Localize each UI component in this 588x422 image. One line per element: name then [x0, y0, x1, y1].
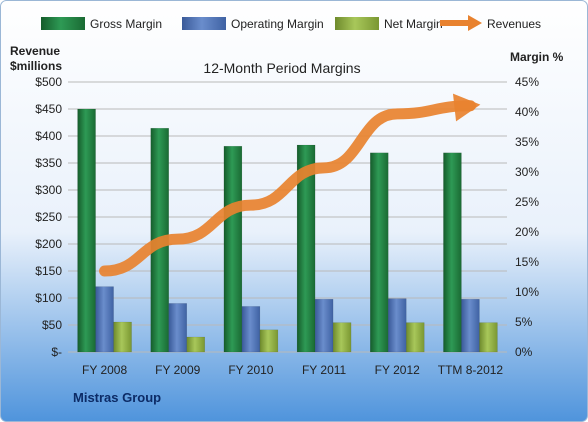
left-tick-label: $50	[42, 318, 62, 332]
left-axis-title-line1: Revenue	[10, 44, 60, 58]
bar-operating-margin	[95, 286, 114, 353]
left-tick-label: $350	[35, 156, 62, 170]
right-tick-label: 0%	[515, 345, 533, 359]
left-tick-label: $300	[35, 183, 62, 197]
right-tick-label: 40%	[515, 105, 539, 119]
legend: Gross Margin Operating Margin Net Margin…	[41, 15, 541, 31]
right-tick-label: 10%	[515, 285, 539, 299]
right-axis-ticks: 0% 5% 10% 15% 20% 25% 30% 35% 40% 45%	[515, 75, 539, 359]
legend-swatch-net-margin	[335, 17, 379, 30]
chart-title: 12-Month Period Margins	[203, 60, 360, 76]
x-tick-label: FY 2011	[302, 363, 347, 377]
x-tick-label: FY 2010	[228, 363, 273, 377]
x-tick-label: TTM 8-2012	[438, 363, 504, 377]
legend-label-net-margin: Net Margin	[384, 17, 443, 31]
bars	[77, 108, 498, 353]
left-tick-label: $450	[35, 102, 62, 116]
x-tick-label: FY 2008	[82, 363, 127, 377]
x-tick-label: FY 2009	[155, 363, 200, 377]
left-tick-label: $500	[35, 75, 62, 89]
right-axis-title: Margin %	[510, 50, 564, 64]
bar-gross-margin	[370, 152, 389, 353]
bar-net-margin	[113, 321, 132, 353]
legend-swatch-gross-margin	[41, 17, 85, 30]
left-tick-label: $250	[35, 210, 62, 224]
left-axis-ticks: $- $50 $100 $150 $200 $250 $300 $350 $400 $450 $50…	[35, 75, 62, 359]
left-axis-title-line2: $millions	[10, 59, 62, 73]
bar-net-margin	[332, 322, 352, 353]
bar-gross-margin	[223, 145, 243, 353]
bar-net-margin	[186, 336, 205, 353]
bar-operating-margin	[168, 303, 187, 353]
left-tick-label: $200	[35, 237, 62, 251]
revenue-line	[99, 93, 481, 277]
left-tick-label: $-	[51, 345, 62, 359]
revenues-arrowhead	[452, 93, 481, 122]
company-name: Mistras Group	[73, 390, 161, 405]
left-tick-label: $400	[35, 129, 62, 143]
bar-gross-margin	[77, 108, 96, 353]
x-tick-label: FY 2012	[375, 363, 420, 377]
right-tick-label: 45%	[515, 75, 539, 89]
bar-net-margin	[406, 322, 425, 353]
right-tick-label: 30%	[515, 165, 539, 179]
legend-swatch-operating-margin	[182, 17, 226, 30]
left-tick-label: $100	[35, 291, 62, 305]
right-tick-label: 20%	[515, 225, 539, 239]
bar-operating-margin	[241, 306, 261, 353]
right-tick-label: 5%	[515, 315, 533, 329]
bar-net-margin	[259, 329, 279, 353]
bar-net-margin	[479, 322, 498, 353]
left-tick-label: $150	[35, 264, 62, 278]
bar-gross-margin	[296, 144, 316, 353]
bar-operating-margin	[461, 298, 480, 353]
right-tick-label: 25%	[515, 195, 539, 209]
revenues-line	[99, 100, 476, 277]
bar-operating-margin	[388, 298, 407, 353]
right-tick-label: 35%	[515, 135, 539, 149]
x-axis-labels: FY 2008 FY 2009 FY 2010 FY 2011 FY 2012 TTM 8…	[82, 363, 503, 377]
legend-label-operating-margin: Operating Margin	[231, 17, 324, 31]
legend-arrowhead-revenues	[468, 15, 482, 31]
bar-operating-margin	[314, 298, 334, 353]
right-tick-label: 15%	[515, 255, 539, 269]
legend-label-revenues: Revenues	[487, 17, 541, 31]
legend-label-gross-margin: Gross Margin	[90, 17, 162, 31]
bar-gross-margin	[443, 152, 462, 353]
